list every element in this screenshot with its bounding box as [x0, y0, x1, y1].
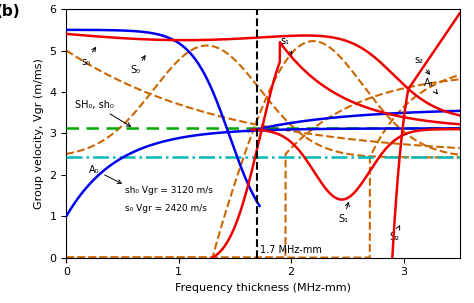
Text: 1.7 MHz-mm: 1.7 MHz-mm — [260, 245, 321, 255]
Text: s₀ Vgr = 2420 m/s: s₀ Vgr = 2420 m/s — [125, 204, 207, 213]
Text: S₀: S₀ — [130, 56, 145, 75]
Text: s₂: s₂ — [415, 55, 429, 74]
Text: A₁: A₁ — [424, 78, 437, 94]
Y-axis label: Group velocity, Vgr (m/ms): Group velocity, Vgr (m/ms) — [34, 58, 44, 209]
X-axis label: Frequency thickness (MHz-mm): Frequency thickness (MHz-mm) — [175, 283, 351, 293]
Text: sh₀ Vgr = 3120 m/s: sh₀ Vgr = 3120 m/s — [125, 186, 213, 195]
Text: SH₀, sh₀: SH₀, sh₀ — [75, 100, 130, 126]
Text: S₂: S₂ — [389, 226, 400, 242]
Text: s₁: s₁ — [280, 36, 292, 55]
Text: s₀: s₀ — [81, 48, 96, 67]
Text: S₁: S₁ — [338, 202, 349, 224]
Text: (b): (b) — [0, 4, 20, 19]
Text: A₀: A₀ — [89, 165, 121, 183]
